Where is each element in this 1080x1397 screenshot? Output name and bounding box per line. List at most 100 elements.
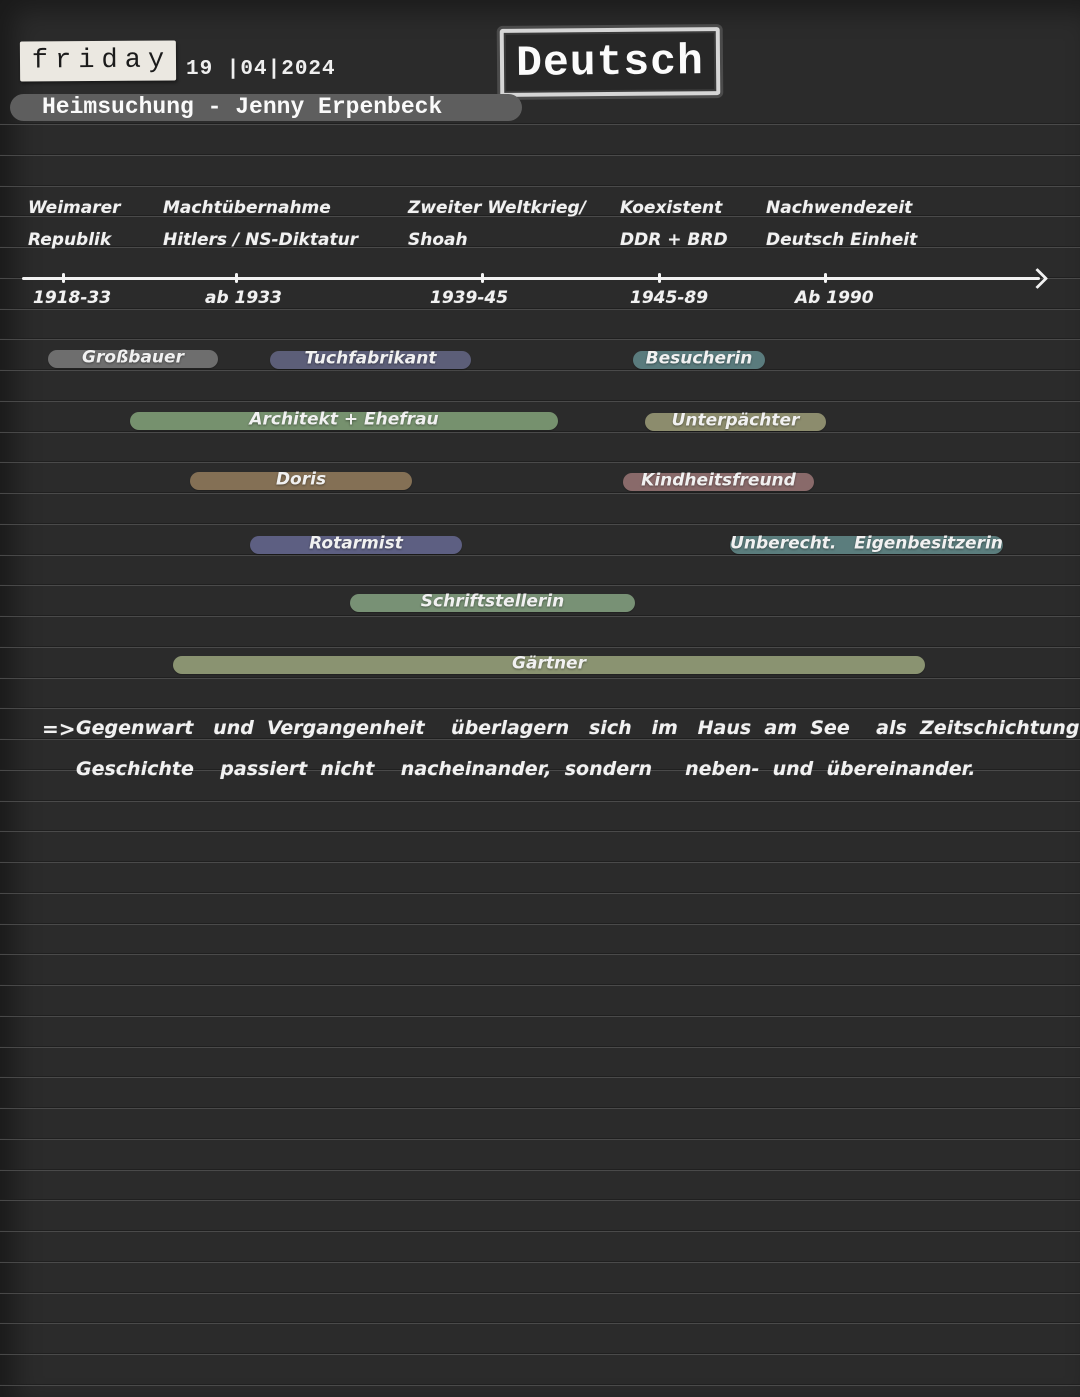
character-bar: Schriftstellerin — [350, 591, 635, 612]
ruled-line — [0, 246, 1080, 248]
ruled-line — [0, 522, 1080, 525]
character-bar: Unterpächter — [645, 410, 826, 431]
character-bar: Unberecht. Eigenbesitzerin — [730, 533, 1003, 554]
timeline-tick — [62, 273, 65, 283]
day-label: friday — [31, 45, 172, 77]
character-bar-label: Unterpächter — [671, 410, 800, 431]
character-bar: Besucherin — [633, 348, 765, 369]
character-bar: Tuchfabrikant — [270, 348, 471, 369]
ruled-line — [0, 891, 1080, 894]
subject-box: Deutsch — [499, 27, 721, 97]
era-label: Machtübernahme Hitlers / NS-Diktatur — [163, 192, 358, 256]
ruled-line — [0, 1014, 1080, 1017]
character-bar-label: Rotarmist — [309, 533, 403, 554]
ruled-line — [0, 1137, 1080, 1140]
ruled-line — [0, 922, 1080, 925]
character-bar: Architekt + Ehefrau — [130, 409, 558, 430]
conclusion-line-1: Gegenwart und Vergangenheit überlagern s… — [76, 717, 1080, 739]
era-label: Weimarer Republik — [28, 192, 121, 256]
ruled-line — [0, 492, 1080, 494]
era-date: ab 1933 — [205, 288, 282, 308]
ruled-line — [0, 1230, 1080, 1232]
character-bar: Kindheitsfreund — [623, 470, 814, 491]
character-bar-label: Doris — [275, 469, 327, 490]
era-date: 1918-33 — [33, 288, 112, 308]
era-date: 1939-45 — [430, 288, 509, 308]
era-label-line1: Machtübernahme — [163, 198, 331, 218]
timeline-tick — [481, 273, 484, 283]
ruled-line — [0, 1199, 1080, 1202]
era-label-line1: Weimarer — [28, 198, 121, 218]
conclusion-line-2: Geschichte passiert nicht nacheinander, … — [76, 758, 976, 780]
character-bar-label: Schriftstellerin — [420, 591, 565, 612]
character-bar-label: Tuchfabrikant — [304, 348, 437, 369]
ruled-line — [0, 123, 1080, 125]
page-title-highlight: Heimsuchung - Jenny Erpenbeck — [10, 94, 522, 121]
day-label-sticker: friday — [19, 40, 177, 82]
era-date: 1945-89 — [630, 288, 709, 308]
ruled-line — [0, 584, 1080, 587]
ruled-line — [0, 984, 1080, 986]
ruled-line — [0, 1260, 1080, 1263]
character-bar-label: Kindheitsfreund — [641, 470, 796, 491]
ruled-line — [0, 953, 1080, 956]
era-date: Ab 1990 — [795, 288, 874, 308]
ruled-line — [0, 861, 1080, 863]
ruled-line — [0, 430, 1080, 433]
era-label-line2: Shoah — [408, 230, 468, 250]
ruled-line — [0, 615, 1080, 617]
ruled-line — [0, 184, 1080, 187]
date-text: 19 |04|2024 — [186, 58, 336, 81]
ruled-line — [0, 676, 1080, 679]
ruled-line — [0, 399, 1080, 402]
timeline-axis — [22, 277, 1040, 280]
ruled-line — [0, 799, 1080, 802]
character-bar-label: Gärtner — [512, 653, 586, 674]
ruled-line — [0, 1076, 1080, 1079]
era-label: Zweiter Weltkrieg/Shoah — [408, 192, 586, 256]
era-label-line2: Deutsch Einheit — [766, 230, 918, 250]
ruled-line — [0, 707, 1080, 710]
character-bar-label: Architekt + Ehefrau — [249, 409, 439, 430]
subject-title: Deutsch — [515, 36, 705, 88]
character-bar-label: Unberecht. Eigenbesitzerin — [730, 533, 1003, 554]
ruled-line — [0, 553, 1080, 556]
timeline-tick — [235, 273, 238, 283]
era-label-line1: Zweiter Weltkrieg/ — [408, 198, 586, 218]
character-bar: Gärtner — [173, 653, 925, 674]
conclusion-arrow: => — [42, 717, 76, 741]
page-title: Heimsuchung - Jenny Erpenbeck — [42, 94, 443, 120]
ruled-line — [0, 830, 1080, 833]
era-label-line1: Koexistent — [620, 198, 723, 218]
era-label: Koexistent DDR + BRD — [620, 192, 728, 256]
era-label: Nachwendezeit Deutsch Einheit — [766, 192, 917, 256]
character-bar-label: Großbauer — [82, 347, 184, 368]
ruled-line — [0, 1168, 1080, 1171]
ruled-line — [0, 1107, 1080, 1109]
timeline-arrowhead-icon — [1026, 267, 1049, 290]
character-bar: Großbauer — [48, 347, 218, 368]
timeline-tick — [658, 273, 661, 283]
character-bar-label: Besucherin — [645, 348, 753, 369]
ruled-line — [0, 1322, 1080, 1325]
ruled-line — [0, 1383, 1080, 1386]
era-label-line1: Nachwendezeit — [766, 198, 913, 218]
ruled-line — [0, 215, 1080, 218]
ruled-line — [0, 1353, 1080, 1355]
ruled-line — [0, 768, 1080, 771]
ruled-line — [0, 369, 1080, 371]
ruled-line — [0, 338, 1080, 341]
ruled-line — [0, 738, 1080, 740]
era-label-line2: Republik — [28, 230, 112, 250]
era-label-line2: DDR + BRD — [620, 230, 728, 250]
ruled-line — [0, 1291, 1080, 1294]
character-bar: Rotarmist — [250, 533, 462, 554]
ruled-line — [0, 153, 1080, 156]
era-label-line2: Hitlers / NS-Diktatur — [163, 230, 359, 250]
ruled-line — [0, 461, 1080, 464]
character-bar: Doris — [190, 469, 412, 490]
ruled-line — [0, 645, 1080, 648]
timeline-tick — [824, 273, 827, 283]
ruled-line — [0, 1045, 1080, 1048]
